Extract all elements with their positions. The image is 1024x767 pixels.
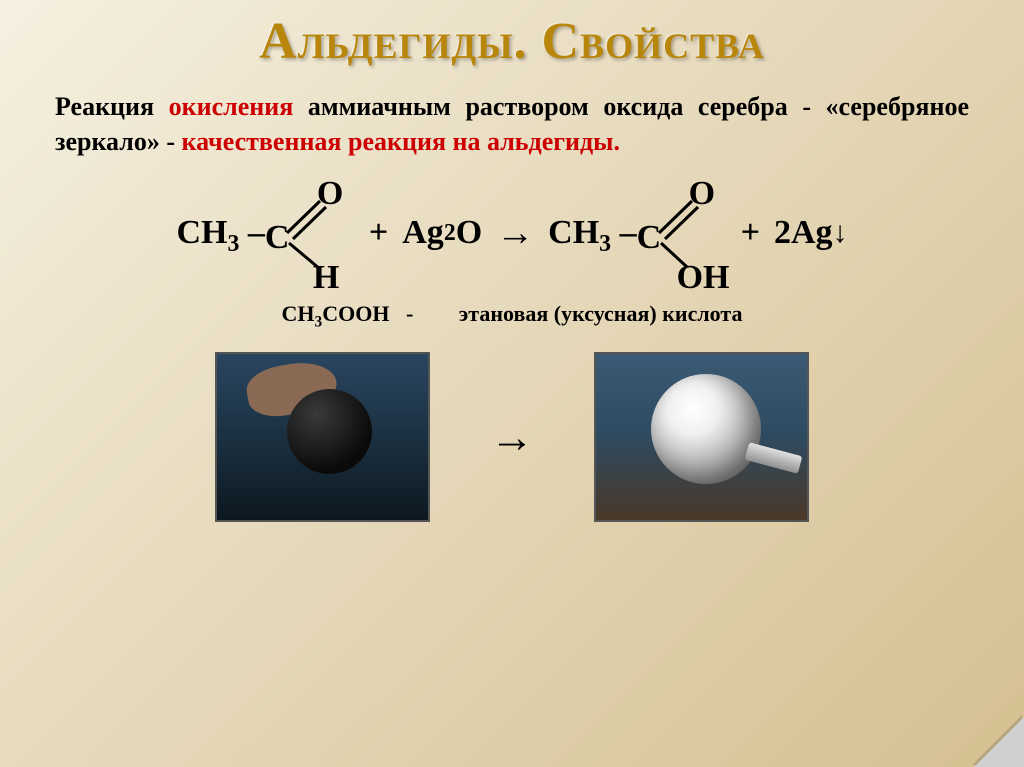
carbon-atom: C [637, 219, 662, 257]
oxygen-atom: O [317, 175, 343, 213]
carbon-atom: C [265, 219, 290, 257]
acid-formula: CH3COOH - [282, 301, 419, 326]
reagent-acetaldehyde: CH3 – C O H [176, 183, 354, 283]
reaction-arrow-icon: → [496, 211, 534, 255]
page-curl-icon [974, 717, 1024, 767]
aldehyde-group: C O H [265, 183, 355, 283]
desc-part1: Реакция [55, 92, 169, 121]
oxygen-atom: O [689, 175, 715, 213]
slide-title: Альдегиды. Свойства [0, 0, 1024, 71]
reaction-description: Реакция окисления аммиачным раствором ок… [0, 71, 1024, 169]
carboxyl-group: C O OH [637, 183, 727, 283]
hydrogen-atom: H [313, 259, 339, 297]
acid-name: этановая (уксусная) кислота [459, 301, 743, 326]
product-silver: 2Ag↓ [774, 214, 848, 252]
flask-mirror-illustration [651, 374, 761, 484]
desc-oxidation: окисления [169, 92, 294, 121]
chemical-equation: CH3 – C O H + Ag2O → CH3 – C O OH [0, 169, 1024, 291]
transformation-arrow-icon: → [490, 412, 534, 463]
flask-neck-illustration [745, 442, 803, 474]
plus-sign: + [741, 214, 760, 252]
desc-qualitative: качественная реакция на альдегиды. [182, 127, 620, 156]
experiment-photos: → [0, 352, 1024, 522]
product-acetic-acid: CH3 – C O OH [548, 183, 726, 283]
photo-after [594, 352, 809, 522]
hydroxyl-group: OH [677, 259, 730, 297]
acid-name-line: CH3COOH - этановая (уксусная) кислота [0, 301, 1024, 327]
precipitate-arrow-icon: ↓ [833, 216, 848, 250]
plus-sign: + [369, 214, 388, 252]
ch3-text: CH3 – [176, 214, 264, 252]
flask-dark-illustration [287, 389, 372, 474]
reagent-silver-oxide: Ag2O [402, 214, 482, 252]
photo-before [215, 352, 430, 522]
ch3-text: CH3 – [548, 214, 636, 252]
